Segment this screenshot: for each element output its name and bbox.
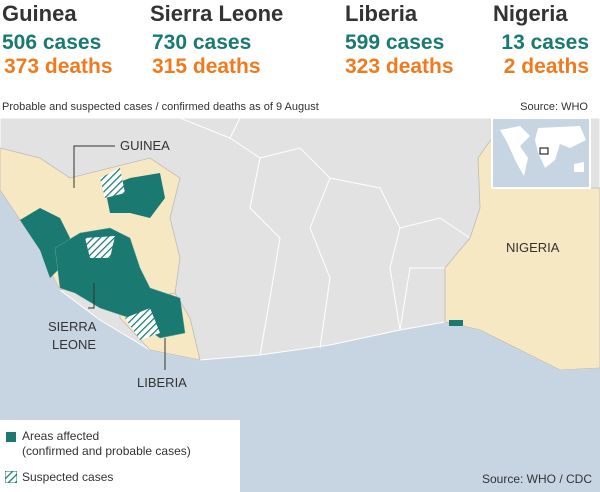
legend-swatch — [6, 432, 16, 442]
legend-label: Areas affected (confirmed and probable c… — [22, 429, 191, 459]
map-label: NIGERIA — [506, 240, 560, 255]
deaths: 323 deaths — [345, 55, 454, 78]
country-stats: Liberia 599 cases 323 deaths — [345, 0, 454, 80]
inset-map — [491, 118, 591, 189]
legend-text: Areas affected — [22, 429, 100, 443]
country-name: Nigeria — [493, 1, 568, 26]
cases: 13 cases — [501, 31, 589, 54]
suspected-area — [125, 308, 160, 340]
cases: 730 cases — [152, 31, 252, 54]
country-name: Sierra Leone — [150, 1, 284, 26]
unaffected-area — [140, 236, 165, 268]
map: GUINEA SIERRA LEONE LIBERIA NIGERIA — [0, 118, 600, 492]
affected-area — [449, 320, 463, 326]
country-stats: Nigeria 13 cases 2 deaths — [493, 0, 589, 80]
cases: 506 cases — [2, 31, 102, 54]
country-name: Liberia — [345, 1, 418, 26]
legend-label: Suspected cases — [22, 470, 114, 484]
leader-lines — [73, 145, 166, 370]
borders — [179, 118, 471, 356]
legend-swatch — [5, 471, 17, 483]
suspected-area — [85, 236, 115, 258]
suspected-area — [100, 168, 125, 198]
cases: 599 cases — [345, 31, 445, 54]
country-stats: Guinea 506 cases 373 deaths — [2, 0, 113, 80]
source: Source: WHO / CDC — [481, 472, 592, 486]
map-label: GUINEA — [120, 138, 170, 153]
country-name: Guinea — [2, 1, 77, 26]
map-label: LIBERIA — [137, 375, 187, 390]
affected-area — [54, 227, 186, 339]
deaths: 315 deaths — [152, 55, 261, 78]
deaths: 373 deaths — [4, 55, 113, 78]
caption: Probable and suspected cases / confirmed… — [2, 101, 319, 113]
map-label: LEONE — [52, 337, 96, 352]
map-label: SIERRA — [48, 319, 97, 334]
source: Source: WHO — [520, 101, 588, 113]
legend: Areas affected (confirmed and probable c… — [0, 420, 240, 492]
legend-text: (confirmed and probable cases) — [22, 444, 191, 458]
nigeria — [444, 136, 600, 371]
deaths: 2 deaths — [503, 55, 589, 78]
country-stats: Sierra Leone 730 cases 315 deaths — [150, 0, 283, 80]
